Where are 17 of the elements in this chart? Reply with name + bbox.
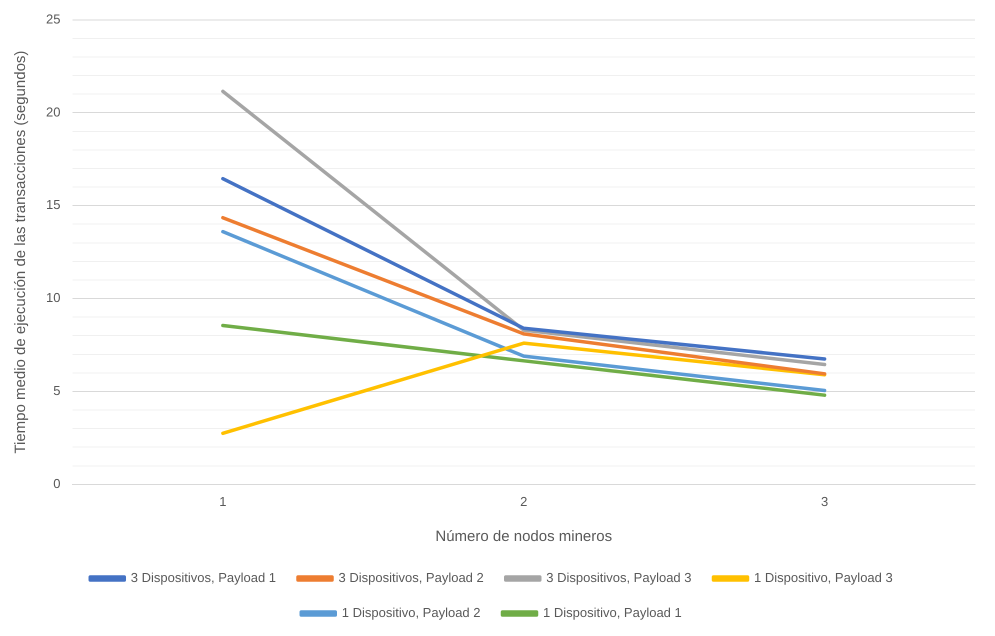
legend-label: 1 Dispositivo, Payload 2 — [342, 605, 481, 620]
legend-label: 3 Dispositivos, Payload 3 — [546, 570, 692, 586]
x-tick-label: 1 — [219, 494, 226, 509]
y-tick-label: 20 — [46, 104, 60, 120]
y-tick-label: 25 — [46, 11, 60, 26]
x-tick-label: 2 — [520, 494, 528, 509]
y-tick-label: 15 — [46, 197, 60, 212]
x-tick-label: 3 — [820, 494, 828, 509]
y-tick-label: 0 — [53, 476, 60, 491]
legend-label: 1 Dispositivo, Payload 3 — [754, 570, 893, 586]
legend-label: 3 Dispositivos, Payload 1 — [130, 570, 276, 586]
y-tick-label: 10 — [46, 290, 60, 306]
legend-label: 3 Dispositivos, Payload 2 — [338, 570, 484, 586]
legend-label: 1 Dispositivo, Payload 1 — [543, 605, 682, 620]
y-axis-title: Tiempo medio de ejecución de las transacciones (segundos) — [12, 50, 30, 454]
x-axis-title: Número de nodos mineros — [435, 528, 612, 546]
y-tick-label: 5 — [53, 383, 60, 398]
